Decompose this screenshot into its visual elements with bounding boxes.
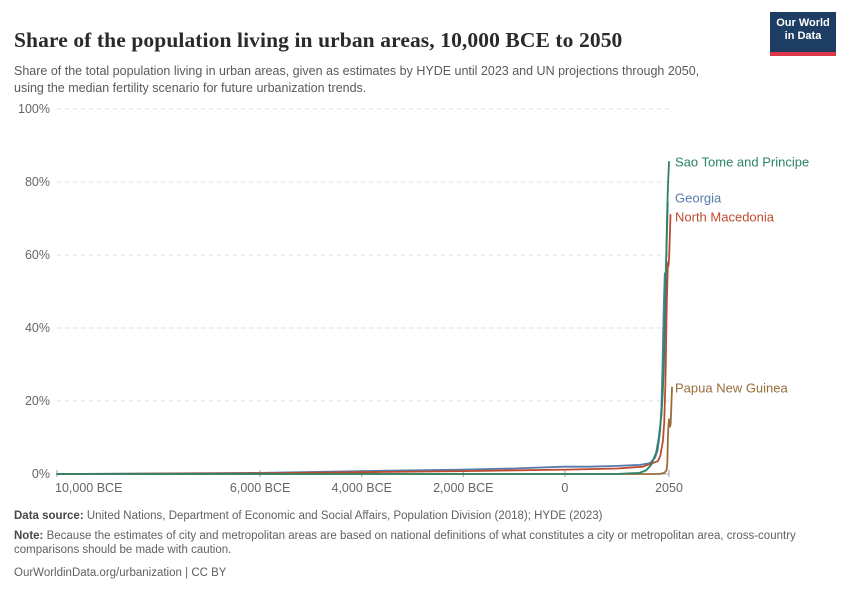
series-line-north-macedonia[interactable] [57,214,672,475]
y-tick-label: 20% [25,394,50,408]
y-tick-label: 40% [25,321,50,335]
series-label-georgia[interactable]: Georgia [675,191,722,206]
y-tick-label: 60% [25,248,50,262]
note-line: Note: Because the estimates of city and … [14,529,832,558]
series-label-north-macedonia[interactable]: North Macedonia [675,210,775,225]
x-tick-label: 6,000 BCE [230,481,290,495]
chart-footer: Data source: United Nations, Department … [14,509,832,585]
data-source-label: Data source: [14,510,84,522]
y-tick-label: 0% [32,467,50,481]
x-tick-label: 10,000 BCE [55,481,122,495]
data-source-line: Data source: United Nations, Department … [14,509,832,524]
page-title: Share of the population living in urban … [14,28,623,53]
citation-line: OurWorldinData.org/urbanization | CC BY [14,566,832,581]
series-label-sao-tome-and-principe[interactable]: Sao Tome and Principe [675,154,809,169]
series-label-papua-new-guinea[interactable]: Papua New Guinea [675,380,789,395]
urbanization-line-chart: 0% 20% 40% 60% 80% 100% 10,000 BCE 6,000 BCE 4,0… [18,102,809,495]
license-link[interactable]: CC BY [191,566,227,579]
owid-logo[interactable]: Our World in Data [770,12,836,56]
note-label: Note: [14,529,44,542]
x-tick-label: 2,000 BCE [433,481,493,495]
x-tick-label: 4,000 BCE [331,481,391,495]
series-line-georgia[interactable] [56,201,669,475]
separator: | [185,566,189,579]
note-text: Because the estimates of city and metrop… [14,529,796,557]
series-line-papua-new-guinea[interactable] [59,386,673,475]
y-tick-label: 80% [25,175,50,189]
chart-subtitle: Share of the total population living in … [14,63,700,96]
x-tick-label: 2050 [655,481,683,495]
owid-url-link[interactable]: OurWorldinData.org/urbanization [14,566,182,579]
series-line-sao-tome-and-principe[interactable] [56,161,670,475]
data-source-text: United Nations, Department of Economic a… [86,510,603,522]
y-tick-label: 100% [18,102,50,116]
x-tick-label: 0 [561,481,568,495]
owid-logo-line2: in Data [784,29,822,42]
owid-logo-line1: Our World [776,17,830,29]
